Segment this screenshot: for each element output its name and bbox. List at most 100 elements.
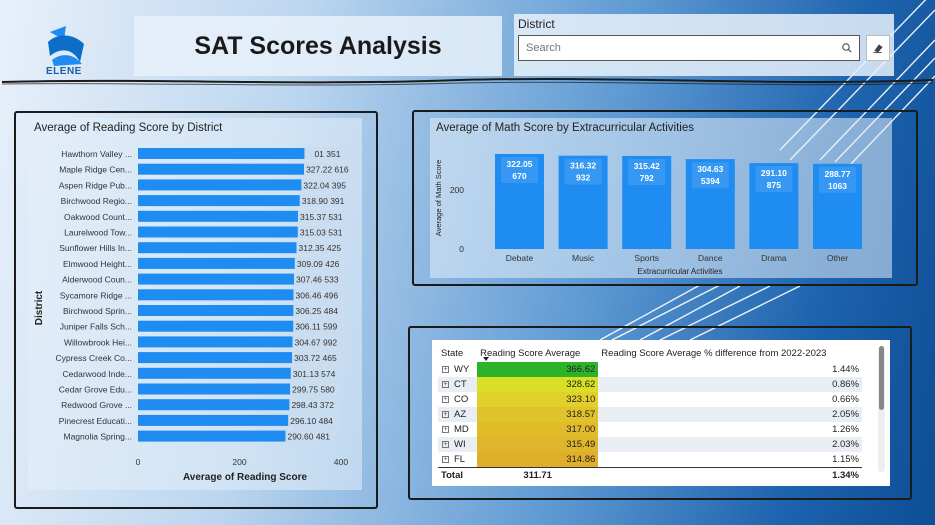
total-label-cell: Total	[438, 466, 478, 483]
reading-bar-label: 296.10 484	[290, 416, 333, 426]
search-icon[interactable]	[840, 41, 854, 55]
reading-category-label: Birchwood Regio...	[61, 196, 132, 206]
math-bar-label-count: 5394	[701, 176, 720, 186]
total-diff-cell: 1.34%	[598, 466, 862, 483]
reading-category-label: Juniper Falls Sch...	[60, 322, 132, 332]
reading-bar	[138, 399, 290, 411]
reading-diff-cell: 0.86%	[598, 377, 862, 392]
column-header-reading-avg[interactable]: Reading Score Average	[480, 347, 581, 359]
reading-bar-label: 306.25 484	[295, 306, 338, 316]
expand-icon[interactable]: +	[442, 411, 449, 418]
district-search-input[interactable]	[518, 35, 860, 61]
reading-bar	[138, 242, 297, 254]
reading-bar-label-bg	[304, 147, 357, 160]
reading-bar-label: 306.11 599	[295, 322, 337, 332]
reading-bar-label-bg	[293, 288, 346, 302]
table-row[interactable]: + FL 314.86 1.15%	[438, 452, 862, 467]
reading-chart-title: Average of Reading Score by District	[34, 122, 223, 134]
reading-bar	[138, 179, 302, 191]
column-header-state[interactable]: State	[441, 347, 464, 359]
table-row[interactable]: + AZ 318.57 2.05%	[438, 407, 862, 422]
table-row[interactable]: + WY 366.62 1.44%	[438, 362, 862, 377]
reading-diff-cell: 1.26%	[832, 424, 859, 435]
reading-bar	[138, 289, 294, 301]
math-category-label: Sports	[634, 253, 659, 263]
reading-bar-label-bg	[293, 304, 346, 317]
reading-bar-label-bg	[297, 225, 350, 239]
reading-bar	[138, 430, 286, 442]
reading-avg-cell: 315.49	[477, 437, 599, 452]
math-bar-label-bg	[564, 158, 602, 185]
expand-icon[interactable]: +	[442, 455, 449, 463]
math-bar-label-bg	[819, 166, 856, 193]
expand-icon[interactable]: +	[442, 381, 449, 388]
reading-bar-label-bg	[294, 272, 347, 286]
reading-category-label: Elmwood Height...	[63, 259, 132, 269]
reading-category-label: Birchwood Sprin...	[63, 306, 132, 316]
state-cell: + CT	[438, 377, 478, 392]
table-scrollbar-thumb[interactable]	[879, 346, 884, 410]
table-row[interactable]: + WI 315.49 2.03%	[438, 437, 862, 452]
reading-bar-label-bg	[292, 351, 345, 365]
math-bar-label-value: 315.42	[634, 161, 660, 171]
reading-bar	[138, 414, 289, 426]
math-bar-label-bg	[755, 166, 793, 193]
reading-bar-label-bg	[288, 413, 341, 427]
table-row[interactable]: + CO 323.10 0.66%	[438, 392, 862, 407]
sort-descending-icon[interactable]	[483, 357, 489, 361]
math-chart-title: Average of Math Score by Extracurricular…	[436, 122, 695, 134]
math-bar-label-value: 304.63	[697, 164, 723, 174]
reading-x-tick: 200	[232, 457, 246, 467]
reading-category-label: Sycamore Ridge ...	[60, 290, 132, 300]
table-row[interactable]: + CT 328.62 0.86%	[438, 377, 862, 392]
reading-bar-label-bg	[298, 209, 351, 223]
reading-diff-cell: 2.05%	[598, 407, 862, 422]
math-bar-label-bg	[501, 156, 538, 183]
reading-bar	[138, 163, 305, 175]
reading-bar-label-bg	[285, 429, 338, 443]
reading-bar	[138, 257, 295, 269]
reading-category-label: Cypress Creek Co...	[55, 353, 132, 363]
math-score-bar-chart: Average of Math Score Extracurricular Ac…	[434, 153, 862, 276]
reading-bar	[138, 336, 293, 348]
math-chart-xlabel: Extracurricular Activities	[638, 267, 723, 276]
reading-bar	[138, 352, 293, 364]
reading-bar-label: 327.22 616	[306, 165, 349, 175]
math-bar-label-count: 792	[640, 173, 654, 183]
reading-category-label: Hawthorn Valley ...	[61, 149, 132, 159]
reading-diff-cell: 1.44%	[832, 364, 859, 375]
reading-bar-label: 303.72 465	[294, 353, 337, 363]
math-bar-label-bg	[628, 158, 666, 185]
clear-selection-button[interactable]	[866, 35, 890, 61]
math-category-label: Dance	[698, 253, 723, 263]
reading-bar	[138, 305, 294, 316]
reading-bar-label: 301.13 574	[293, 369, 336, 379]
math-chart-frame	[412, 110, 918, 286]
eraser-icon	[873, 44, 883, 54]
state-cell: + AZ	[438, 407, 478, 422]
reading-bar-label-bg	[304, 162, 357, 176]
math-y-tick: 0	[459, 244, 464, 254]
reading-bar	[138, 320, 294, 332]
expand-icon[interactable]: +	[442, 426, 449, 433]
table-row[interactable]: + MD 317.00 1.26%	[438, 422, 862, 437]
reading-bar	[138, 367, 291, 379]
reading-bar-label-bg	[299, 194, 352, 208]
reading-avg-cell: 323.10	[477, 392, 599, 407]
expand-icon[interactable]: +	[442, 396, 449, 403]
reading-category-label: Cedar Grove Edu...	[59, 385, 132, 395]
reading-category-label: Cedarwood Inde...	[63, 369, 132, 379]
state-cell: + CO	[442, 394, 469, 405]
reading-x-tick: 400	[334, 457, 348, 467]
expand-icon[interactable]: +	[442, 441, 449, 448]
math-bar-label-value: 291.10	[761, 168, 787, 178]
column-header-reading-diff[interactable]: Reading Score Average % difference from …	[601, 347, 827, 359]
reading-bar-label: 307.46 533	[296, 275, 339, 285]
logo-text: ELENE	[46, 66, 82, 77]
logo-icon	[48, 26, 84, 66]
reading-category-label: Oakwood Count...	[64, 212, 132, 222]
math-category-label: Drama	[761, 253, 787, 263]
reading-bar-label: 309.09 426	[297, 259, 340, 269]
expand-icon[interactable]: +	[442, 366, 449, 373]
reading-bar	[138, 148, 305, 159]
